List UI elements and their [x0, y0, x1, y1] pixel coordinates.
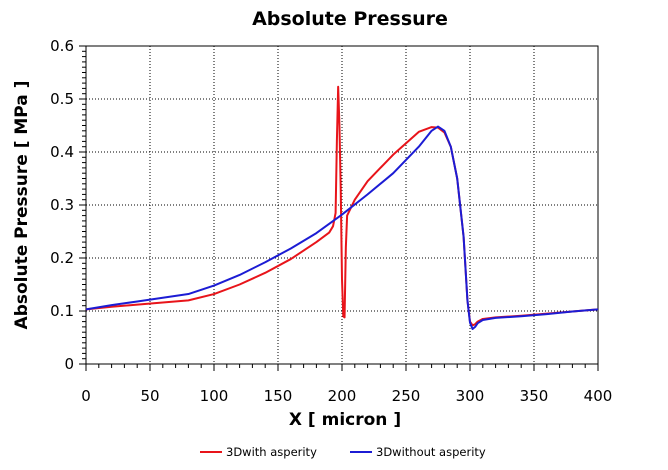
- y-tick-label: 0.1: [50, 302, 74, 320]
- x-tick-label: 150: [264, 387, 293, 405]
- x-tick-label: 300: [456, 387, 485, 405]
- x-tick-label: 250: [392, 387, 421, 405]
- y-tick-label: 0.6: [50, 37, 74, 55]
- y-tick-label: 0: [64, 355, 74, 373]
- legend: 3Dwith asperity 3Dwithout asperity: [200, 445, 486, 459]
- tick-labels: 0 50 100 150 200 250 300 350 400 0 0.1 0.2 0.3 0.4 0.5…: [50, 37, 612, 405]
- y-tick-label: 0.3: [50, 196, 74, 214]
- y-tick-label: 0.5: [50, 90, 74, 108]
- legend-label-with-asperity: 3Dwith asperity: [226, 445, 317, 459]
- series-line-without-asperity: [85, 125, 599, 331]
- x-tick-label: 200: [328, 387, 357, 405]
- series-line-with-asperity: [85, 85, 599, 327]
- x-tick-label: 400: [584, 387, 613, 405]
- chart-title: Absolute Pressure: [252, 8, 448, 30]
- x-axis-label: X [ micron ]: [289, 410, 401, 430]
- y-tick-label: 0.4: [50, 143, 74, 161]
- x-tick-label: 0: [81, 387, 91, 405]
- legend-label-without-asperity: 3Dwithout asperity: [376, 445, 486, 459]
- series-lines: [85, 85, 599, 331]
- x-tick-label: 100: [200, 387, 229, 405]
- y-tick-label: 0.2: [50, 249, 74, 267]
- axis-ticks: [79, 45, 599, 371]
- x-tick-label: 350: [520, 387, 549, 405]
- x-tick-label: 50: [140, 387, 159, 405]
- y-axis-label: Absolute Pressure [ MPa ]: [12, 81, 32, 330]
